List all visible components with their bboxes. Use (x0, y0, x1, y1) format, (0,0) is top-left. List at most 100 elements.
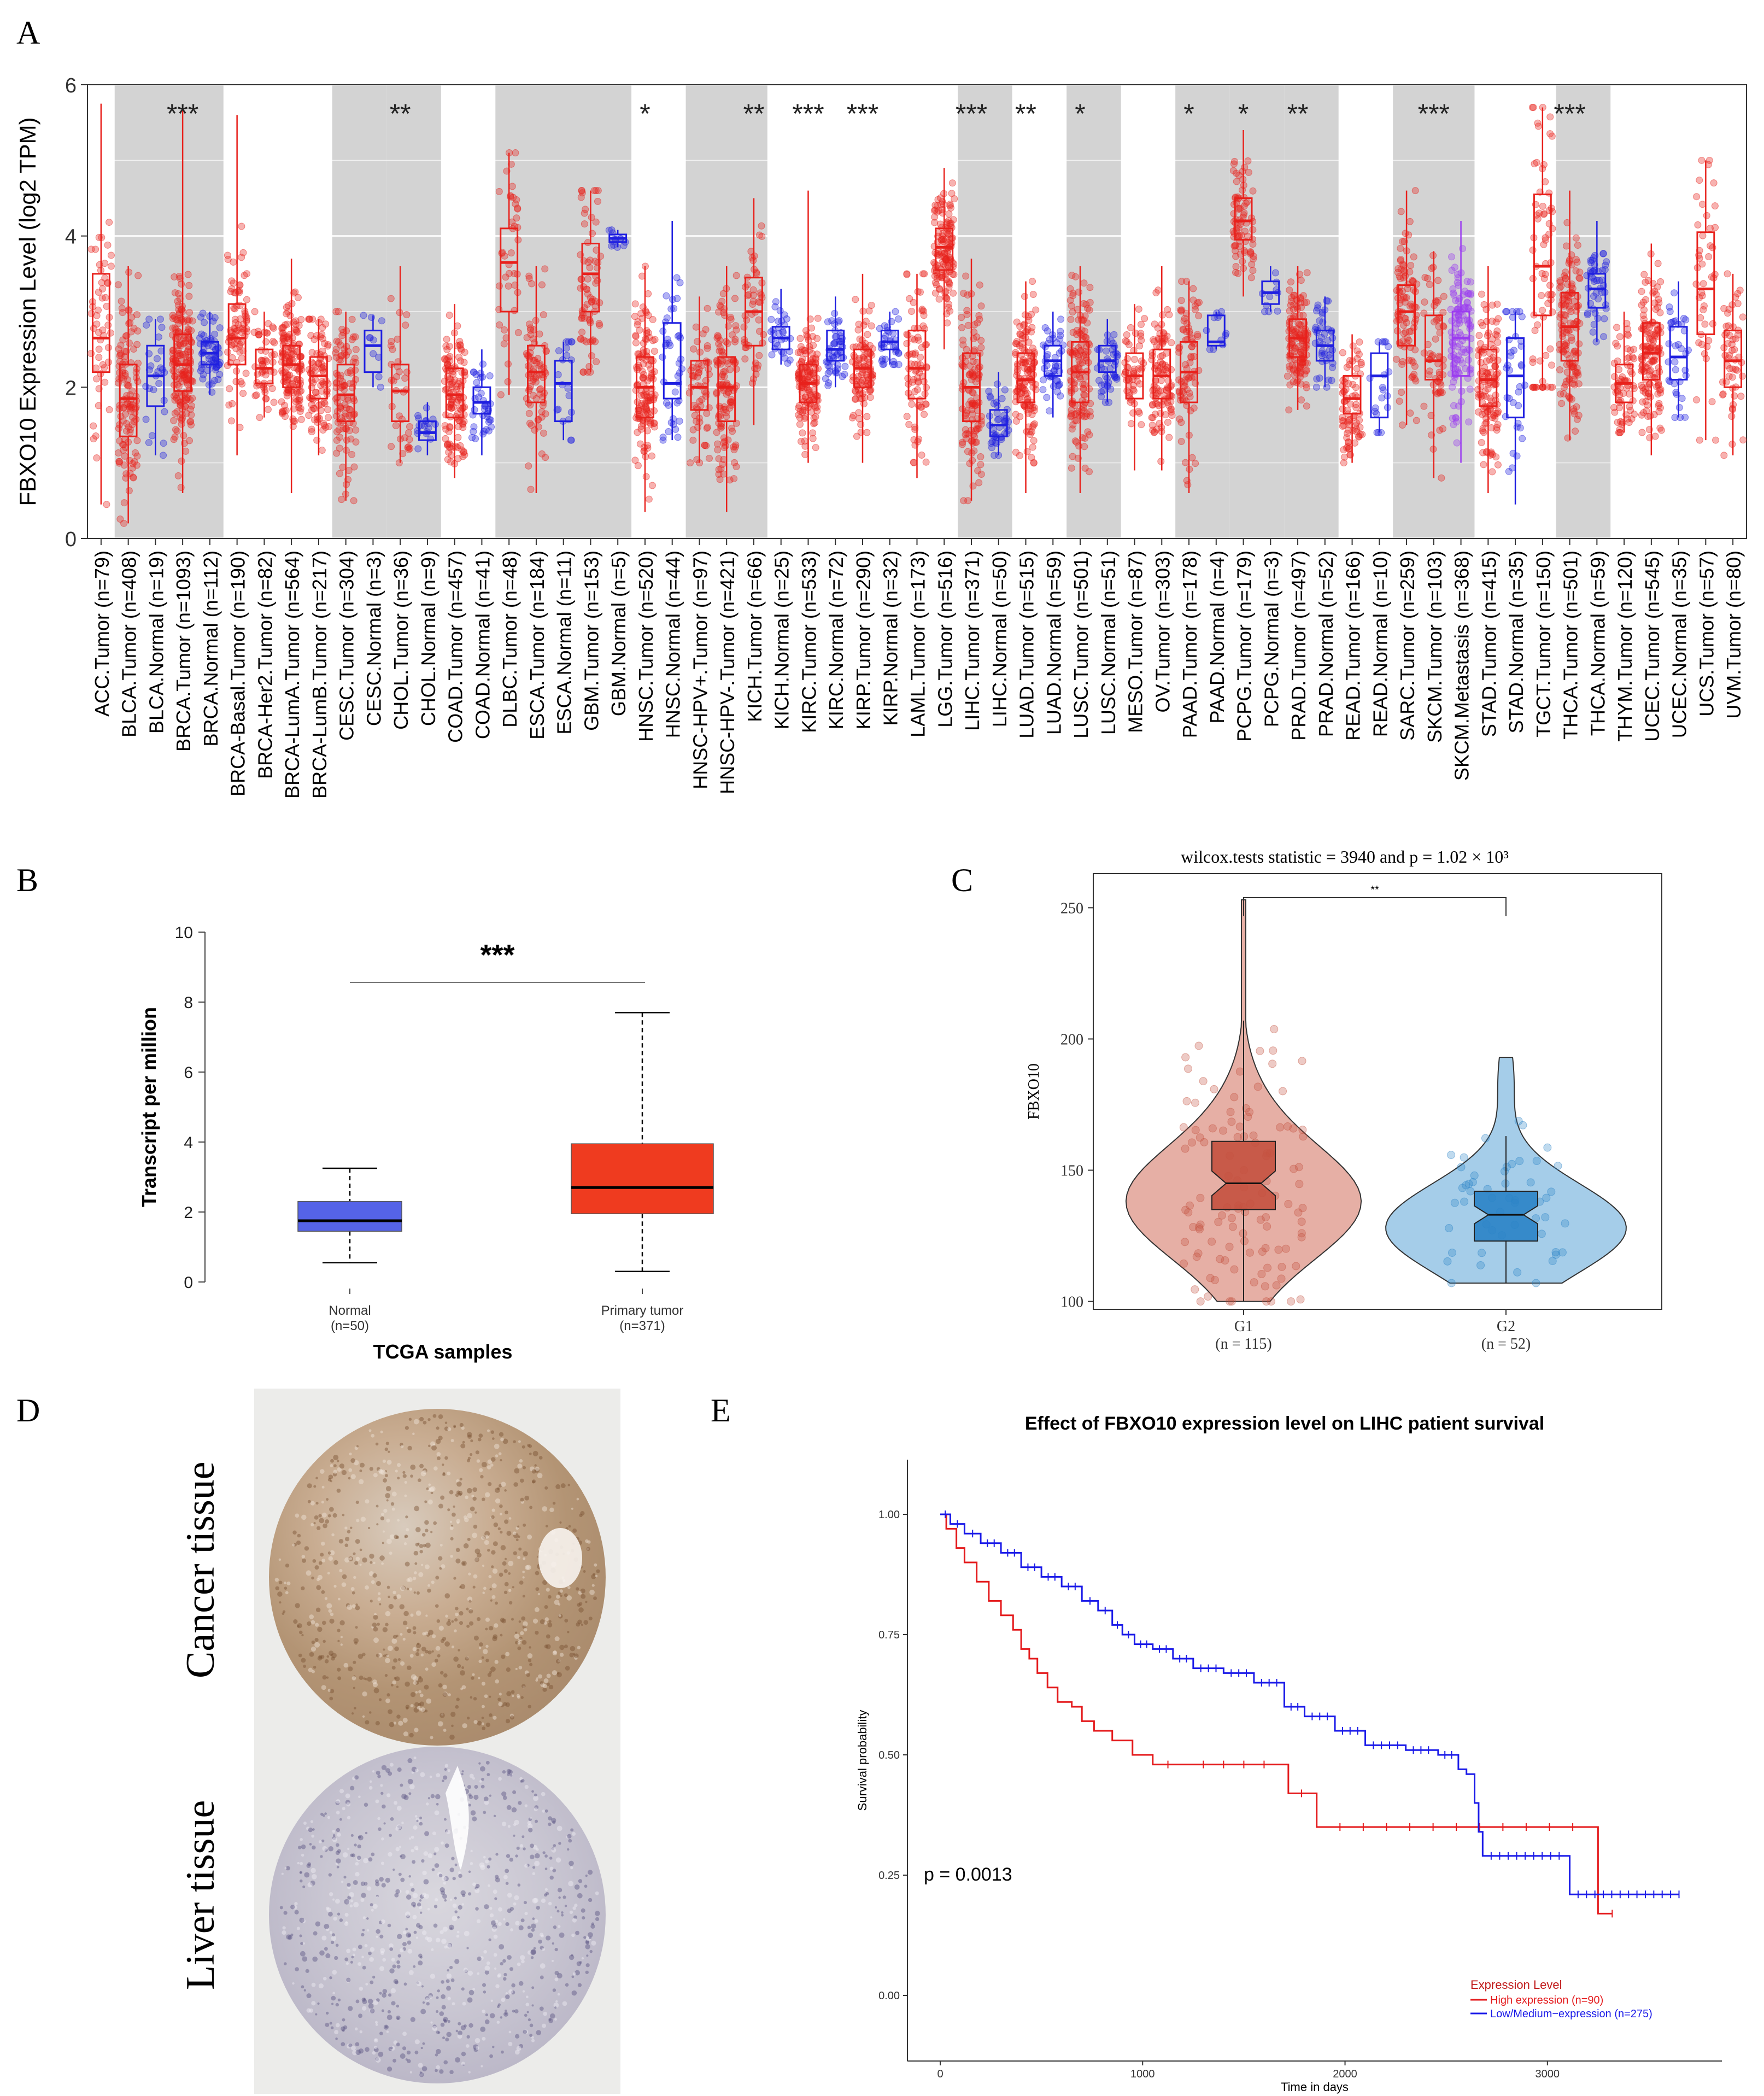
data-point (1135, 305, 1142, 313)
data-point (290, 405, 297, 413)
data-point (704, 305, 711, 312)
data-point (857, 428, 865, 436)
data-point (1616, 429, 1624, 436)
data-point (442, 435, 449, 442)
data-point (636, 326, 643, 334)
data-point (1057, 315, 1065, 323)
data-point (118, 297, 125, 305)
x-tick-label: CHOL.Normal (n=9) (417, 551, 439, 726)
data-point (145, 315, 153, 323)
data-point (350, 497, 358, 505)
data-point (863, 413, 871, 420)
data-point (1113, 375, 1121, 383)
data-point (1570, 349, 1578, 357)
x-tick-label: SARC.Tumor (n=259) (1396, 551, 1419, 741)
data-point (1502, 413, 1509, 420)
data-point (1488, 468, 1496, 476)
data-point (801, 347, 808, 354)
data-point (582, 206, 589, 213)
data-point (174, 342, 182, 349)
data-point (1012, 448, 1019, 456)
data-point (1239, 257, 1246, 265)
data-point (333, 337, 341, 345)
data-point (395, 459, 403, 467)
data-point (269, 337, 277, 345)
data-point (1488, 414, 1496, 421)
data-point (513, 214, 520, 222)
data-point (1257, 1269, 1266, 1278)
data-point (320, 421, 328, 429)
data-point (580, 336, 588, 344)
data-point (115, 345, 122, 353)
data-point (1630, 355, 1638, 362)
data-point (282, 407, 290, 414)
data-point (541, 265, 549, 273)
x-tick-label: PCPG.Normal (n=3) (1260, 551, 1282, 727)
data-point (1177, 438, 1185, 446)
data-point (1711, 271, 1719, 278)
data-point (673, 295, 681, 302)
data-point (1129, 409, 1137, 417)
data-point (1030, 437, 1038, 444)
data-point (125, 339, 133, 347)
data-point (1204, 1292, 1212, 1301)
data-point (442, 342, 450, 350)
data-point (1023, 448, 1031, 455)
data-point (689, 372, 696, 379)
data-point (1313, 375, 1321, 383)
box (282, 344, 301, 388)
data-point (500, 340, 508, 348)
data-point (1448, 253, 1456, 261)
data-point (290, 289, 298, 297)
data-point (663, 292, 670, 300)
x-tick-label: GBM.Tumor (n=153) (580, 551, 602, 731)
data-point (242, 370, 250, 377)
data-point (1436, 379, 1444, 387)
data-point (455, 353, 463, 361)
data-point (987, 394, 994, 402)
data-point (283, 392, 291, 400)
data-point (1148, 349, 1156, 356)
significance-marker: ** (390, 98, 411, 129)
data-point (732, 463, 740, 471)
data-point (1478, 439, 1485, 447)
data-point (295, 341, 303, 348)
data-point (211, 330, 219, 338)
x-tick-label: BRCA-LumA.Tumor (n=564) (281, 551, 303, 799)
data-point (1467, 365, 1474, 373)
data-point (1183, 372, 1191, 380)
data-point (879, 361, 887, 368)
data-point (1503, 308, 1510, 315)
data-point (1138, 336, 1145, 344)
data-point (1529, 275, 1537, 283)
data-point (479, 360, 487, 368)
x-tick-label: BLCA.Normal (n=19) (145, 551, 167, 734)
data-point (183, 376, 190, 383)
data-point (1284, 372, 1291, 380)
data-point (1349, 380, 1357, 388)
data-point (95, 354, 103, 361)
data-point (1557, 390, 1564, 398)
data-point (1168, 339, 1175, 347)
data-point (1709, 320, 1716, 327)
data-point (942, 271, 950, 278)
data-point (1287, 297, 1295, 305)
data-point (730, 356, 737, 364)
data-point (389, 346, 396, 353)
data-point (1168, 412, 1176, 419)
data-point (1067, 349, 1075, 356)
data-point (284, 371, 291, 378)
y-tick-label: 4 (65, 226, 77, 249)
data-point (588, 352, 595, 360)
data-point (1562, 301, 1569, 309)
data-point (1398, 389, 1405, 396)
data-point (1378, 394, 1386, 402)
data-point (184, 271, 192, 278)
data-point (470, 428, 477, 435)
data-point (585, 362, 593, 370)
data-point (1236, 237, 1244, 245)
data-point (1693, 193, 1701, 201)
data-point (565, 338, 572, 346)
data-point (1493, 327, 1501, 335)
data-point (730, 475, 738, 483)
